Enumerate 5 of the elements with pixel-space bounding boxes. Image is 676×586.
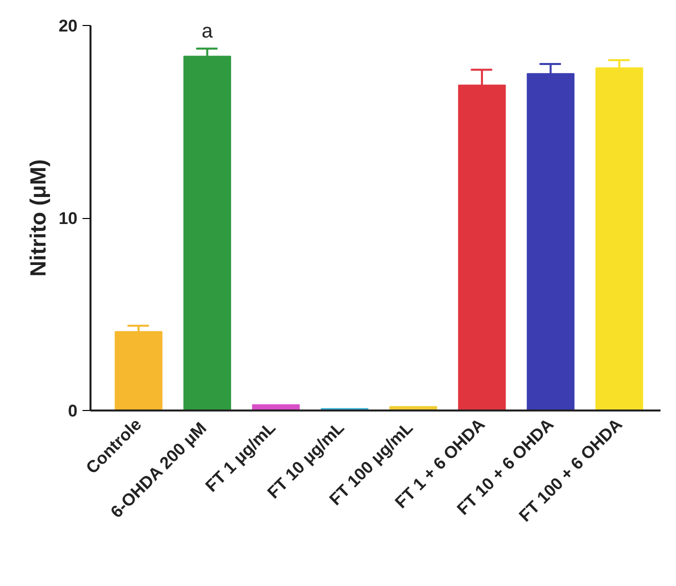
annotation: a [202, 20, 214, 43]
y-tick-label: 0 [68, 402, 78, 420]
y-axis-title: Nitrito (μM) [26, 159, 51, 277]
y-tick-label: 10 [58, 209, 78, 228]
y-tick-label: 20 [58, 16, 78, 36]
